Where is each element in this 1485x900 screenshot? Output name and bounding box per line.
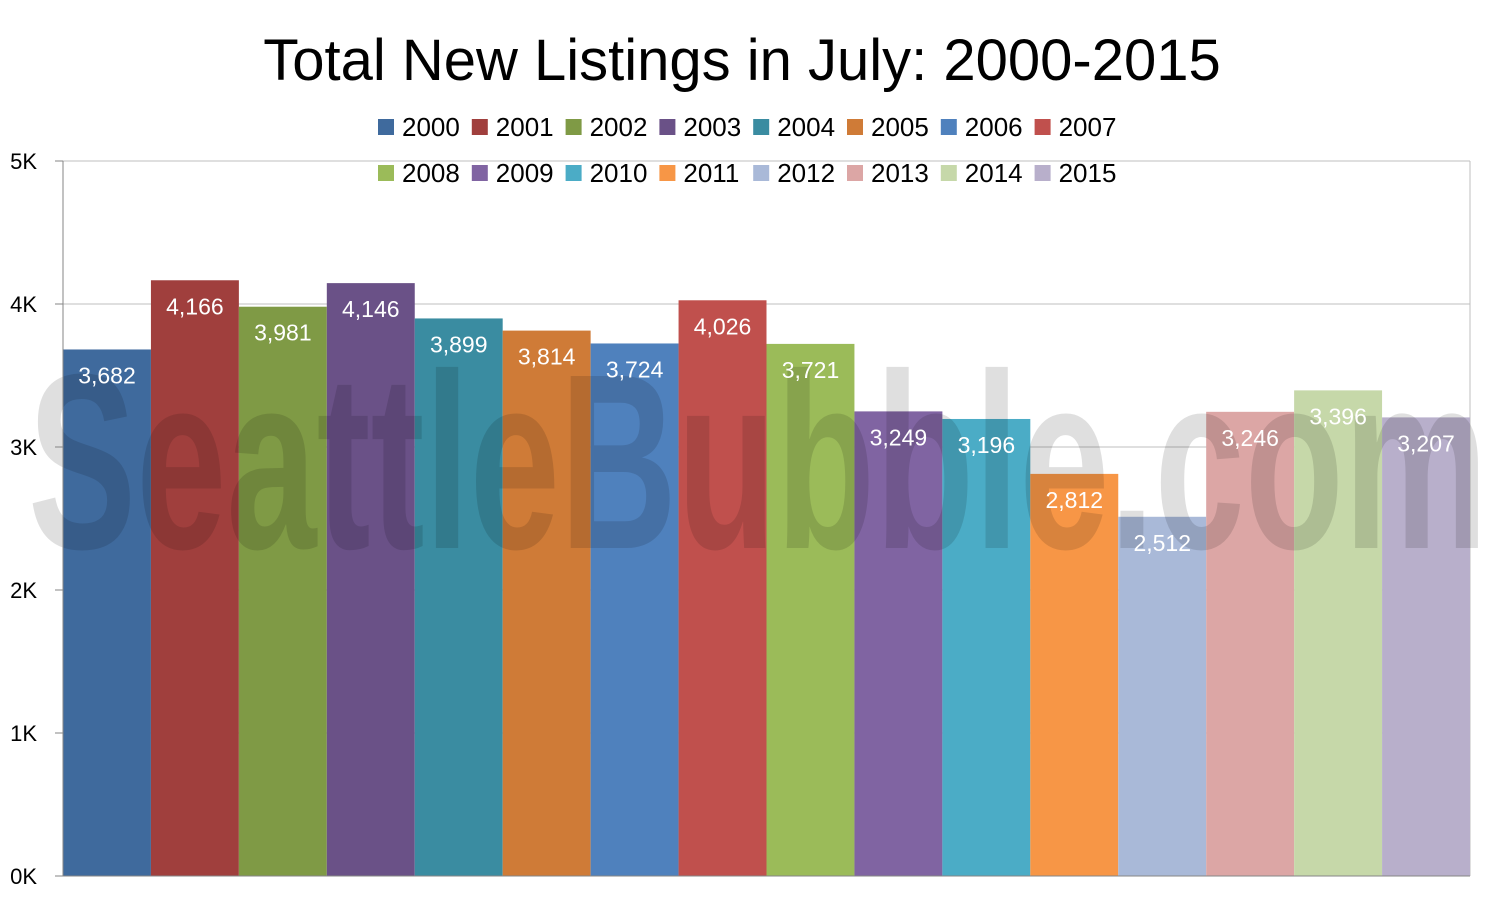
- legend-swatch: [565, 119, 582, 135]
- legend-item-2007: 2007: [1034, 112, 1117, 142]
- bar-2006: [590, 343, 679, 876]
- legend-item-2004: 2004: [753, 112, 835, 142]
- bar-2005: [502, 330, 591, 876]
- legend-swatch: [471, 119, 488, 135]
- legend-item-2003: 2003: [659, 112, 741, 142]
- bar-2004: [414, 318, 503, 876]
- legend: 2000 2001 2002 2003 2004 2005 2006 2007 2008 2009…: [378, 112, 1116, 188]
- legend-swatch: [753, 119, 770, 135]
- data-label-2014: 3,396: [1309, 403, 1367, 429]
- legend-label: 2015: [1059, 158, 1117, 188]
- legend-swatch: [659, 119, 676, 135]
- watermark: SeattleBubble.com: [28, 322, 1485, 601]
- legend-item-2005: 2005: [847, 112, 929, 142]
- bars: [63, 280, 1470, 877]
- legend-label: 2013: [871, 158, 929, 188]
- data-label-2010: 3,196: [958, 432, 1016, 458]
- legend-item-2000: 2000: [378, 112, 460, 142]
- data-labels: 3,682 4,166 3,981 4,146 3,899 3,814 3,724 4,026…: [78, 293, 1455, 556]
- data-label-2004: 3,899: [430, 331, 488, 357]
- y-tick-label: 0K: [10, 864, 37, 889]
- bar-2011: [1030, 473, 1119, 876]
- legend-label: 2006: [965, 112, 1023, 142]
- data-label-2001: 4,166: [166, 293, 224, 319]
- legend-swatch: [1034, 165, 1051, 181]
- chart-title: Total New Listings in July: 2000-2015: [263, 28, 1221, 93]
- legend-label: 2007: [1059, 112, 1117, 142]
- bar-2003: [326, 283, 415, 876]
- data-label-2012: 2,512: [1133, 530, 1191, 556]
- legend-item-2006: 2006: [940, 112, 1023, 142]
- legend-swatch: [378, 165, 394, 181]
- legend-label: 2004: [777, 112, 835, 142]
- legend-label: 2002: [590, 112, 648, 142]
- legend-item-2002: 2002: [565, 112, 648, 142]
- legend-label: 2010: [590, 158, 648, 188]
- bar-2014: [1294, 390, 1383, 876]
- data-label-2007: 4,026: [694, 313, 752, 339]
- legend-swatch: [940, 165, 957, 181]
- legend-swatch: [847, 119, 863, 135]
- legend-item-2014: 2014: [940, 158, 1023, 188]
- legend-item-2013: 2013: [847, 158, 929, 188]
- legend-item-2010: 2010: [565, 158, 648, 188]
- watermark-text: SeattleBubble.com: [28, 322, 1485, 601]
- bar-2002: [238, 306, 327, 876]
- legend-label: 2003: [683, 112, 741, 142]
- legend-item-2011: 2011: [659, 158, 739, 188]
- data-label-2011: 2,812: [1046, 487, 1104, 513]
- data-label-2013: 3,246: [1221, 425, 1279, 451]
- y-tick-label: 5K: [10, 149, 37, 174]
- legend-swatch: [753, 165, 770, 181]
- legend-label: 2001: [496, 112, 554, 142]
- legend-swatch: [1034, 119, 1051, 135]
- legend-item-2012: 2012: [753, 158, 835, 188]
- y-tick-label: 2K: [10, 578, 37, 603]
- data-label-2003: 4,146: [342, 296, 400, 322]
- legend-item-2015: 2015: [1034, 158, 1117, 188]
- legend-label: 2008: [402, 158, 460, 188]
- y-axis: 0K 1K 2K 3K 4K 5K: [10, 149, 1470, 889]
- y-tick-label: 1K: [10, 721, 37, 746]
- bar-2007: [678, 300, 767, 877]
- legend-label: 2011: [683, 158, 739, 188]
- bar-2015: [1382, 417, 1470, 876]
- legend-swatch: [471, 165, 488, 181]
- data-label-2006: 3,724: [606, 356, 664, 382]
- data-label-2000: 3,682: [78, 362, 136, 388]
- legend-swatch: [940, 119, 957, 135]
- legend-item-2001: 2001: [471, 112, 554, 142]
- legend-label: 2014: [965, 158, 1023, 188]
- bar-2001: [150, 280, 239, 877]
- legend-swatch: [659, 165, 676, 181]
- data-label-2008: 3,721: [782, 357, 840, 383]
- legend-label: 2009: [496, 158, 554, 188]
- legend-swatch: [565, 165, 582, 181]
- bar-2009: [854, 411, 943, 876]
- legend-item-2009: 2009: [471, 158, 554, 188]
- legend-label: 2000: [402, 112, 460, 142]
- legend-swatch: [378, 119, 394, 135]
- bar-2013: [1206, 411, 1295, 876]
- data-label-2015: 3,207: [1397, 430, 1455, 456]
- y-tick-label: 3K: [10, 435, 37, 460]
- legend-item-2008: 2008: [378, 158, 460, 188]
- bar-2010: [942, 418, 1031, 876]
- y-tick-label: 4K: [10, 292, 37, 317]
- legend-label: 2005: [871, 112, 929, 142]
- bar-2008: [766, 343, 855, 877]
- legend-swatch: [847, 165, 863, 181]
- data-label-2009: 3,249: [870, 424, 928, 450]
- bar-2012: [1118, 516, 1207, 876]
- data-label-2005: 3,814: [518, 344, 576, 370]
- bar-2000: [63, 349, 151, 876]
- data-label-2002: 3,981: [254, 320, 312, 346]
- legend-label: 2012: [777, 158, 835, 188]
